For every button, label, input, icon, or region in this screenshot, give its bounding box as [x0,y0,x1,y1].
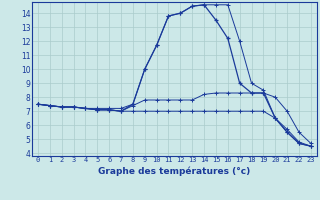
X-axis label: Graphe des températures (°c): Graphe des températures (°c) [98,166,251,176]
